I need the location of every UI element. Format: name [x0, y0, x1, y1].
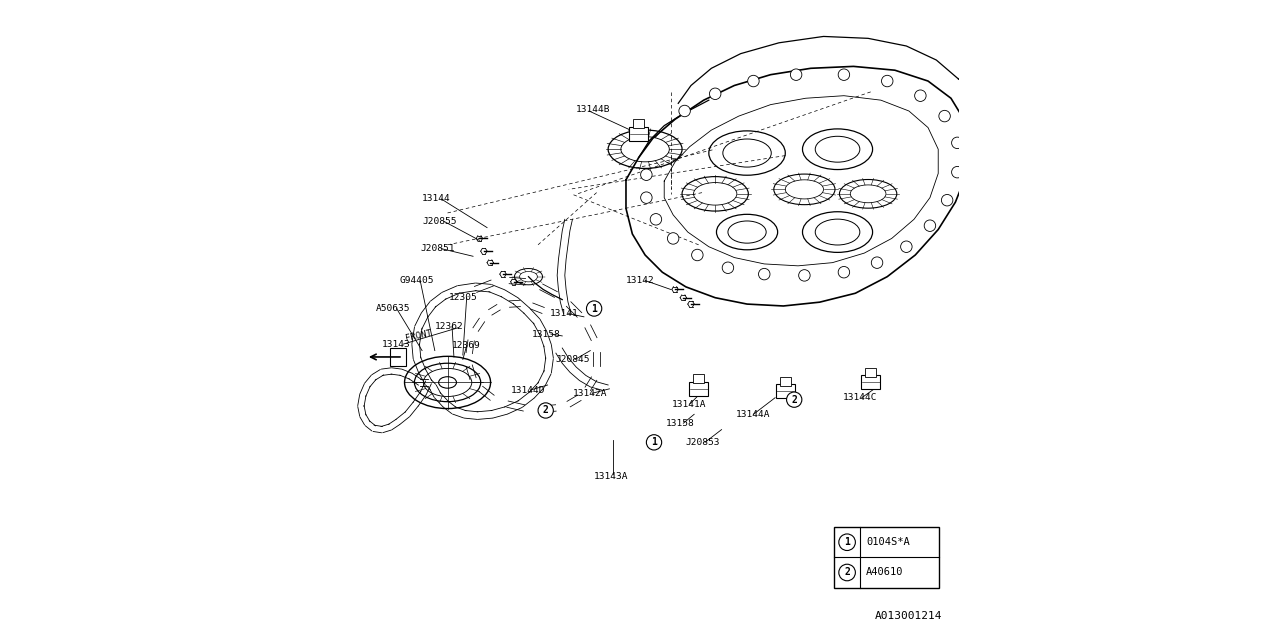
Circle shape: [538, 403, 553, 418]
Circle shape: [838, 69, 850, 81]
Text: 13144C: 13144C: [842, 393, 877, 403]
Circle shape: [838, 266, 850, 278]
Circle shape: [941, 195, 952, 206]
Circle shape: [951, 137, 963, 148]
Circle shape: [640, 192, 652, 204]
Circle shape: [678, 105, 690, 116]
FancyBboxPatch shape: [630, 127, 648, 141]
Text: 13142A: 13142A: [573, 388, 608, 398]
FancyBboxPatch shape: [776, 385, 795, 398]
Text: 13144: 13144: [422, 195, 451, 204]
Text: 13141: 13141: [549, 309, 579, 318]
Text: 13144A: 13144A: [736, 410, 771, 419]
Circle shape: [691, 249, 703, 260]
Text: 12305: 12305: [449, 293, 477, 302]
FancyBboxPatch shape: [865, 368, 877, 377]
Text: 13141A: 13141A: [672, 399, 707, 408]
Text: 13142: 13142: [626, 276, 655, 285]
Text: J20855: J20855: [422, 217, 457, 226]
Text: 2: 2: [844, 568, 850, 577]
FancyBboxPatch shape: [689, 382, 708, 396]
Text: J20845: J20845: [556, 355, 590, 364]
Circle shape: [915, 90, 927, 101]
Bar: [390, 348, 406, 366]
Text: 12362: 12362: [435, 322, 463, 331]
Circle shape: [748, 76, 759, 87]
Circle shape: [722, 262, 733, 273]
Circle shape: [667, 233, 678, 244]
Text: 1: 1: [652, 437, 657, 447]
Text: A50635: A50635: [375, 304, 410, 313]
Circle shape: [759, 268, 771, 280]
FancyBboxPatch shape: [634, 119, 644, 128]
FancyBboxPatch shape: [780, 377, 791, 386]
Circle shape: [650, 214, 662, 225]
Text: A013001214: A013001214: [876, 611, 942, 621]
Text: 13144B: 13144B: [576, 105, 611, 114]
Text: G94405: G94405: [399, 276, 434, 285]
Circle shape: [951, 166, 963, 178]
Text: 13143A: 13143A: [594, 472, 628, 481]
Circle shape: [709, 88, 721, 100]
FancyBboxPatch shape: [692, 374, 704, 383]
Circle shape: [924, 220, 936, 232]
Text: 2: 2: [543, 406, 549, 415]
Text: 13144D: 13144D: [511, 385, 545, 395]
Text: FRONT: FRONT: [404, 328, 433, 343]
Text: 13158: 13158: [531, 330, 561, 339]
Circle shape: [938, 110, 950, 122]
Text: J20853: J20853: [686, 438, 721, 447]
Ellipse shape: [439, 377, 457, 388]
Circle shape: [872, 257, 883, 268]
Circle shape: [882, 76, 893, 87]
Circle shape: [646, 435, 662, 450]
Text: 0104S*A: 0104S*A: [867, 537, 910, 547]
Text: 2: 2: [791, 395, 797, 404]
Circle shape: [790, 69, 801, 81]
Circle shape: [901, 241, 913, 252]
Bar: [835, 527, 940, 588]
Circle shape: [838, 534, 855, 550]
FancyBboxPatch shape: [861, 376, 881, 390]
Circle shape: [838, 564, 855, 580]
Text: 13143: 13143: [381, 340, 411, 349]
Circle shape: [586, 301, 602, 316]
Text: A40610: A40610: [867, 568, 904, 577]
Text: 1: 1: [844, 537, 850, 547]
Text: 1: 1: [591, 303, 596, 314]
Circle shape: [640, 169, 652, 180]
Circle shape: [799, 269, 810, 281]
Circle shape: [787, 392, 801, 407]
Text: 12369: 12369: [452, 341, 481, 350]
Text: 13158: 13158: [666, 419, 694, 428]
Text: J20851: J20851: [420, 244, 454, 253]
